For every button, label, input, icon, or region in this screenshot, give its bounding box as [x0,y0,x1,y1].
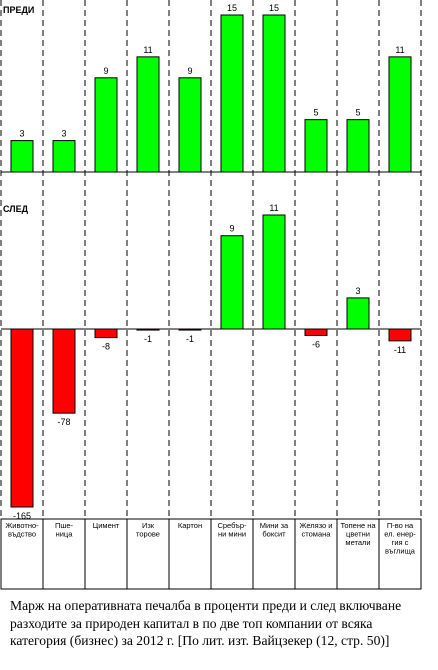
category-label: Животно-въдство [5,521,39,539]
chart-bars: 3 -165 3 -78 9 -8 11 -1 9 -1 15 9 15 11 5 -6 5 3 11 -11 [10,3,412,521]
data-label-after: -78 [57,417,70,427]
bar-after [52,328,76,414]
bar-before [52,140,76,173]
bar-after [136,328,160,331]
data-label-before: 3 [61,129,66,139]
bar-before [136,56,160,173]
data-label-before: 5 [313,108,318,118]
category-label: Сребър-ни мини [217,521,247,539]
bar-before [10,140,34,173]
data-label-before: 15 [227,3,237,13]
category-label: Цимент [93,521,120,530]
data-label-before: 9 [187,66,192,76]
section-label-after: СЛЕД [3,204,29,214]
data-label-after: -165 [13,511,31,521]
bar-after [262,214,286,330]
data-label-before: 11 [395,45,404,55]
bar-after [304,328,328,336]
category-label: Желязо и стомана [300,521,333,539]
margin-chart: ПРЕДИ СЛЕД 3-1653-789-811-19-115915115-6… [0,0,422,590]
bar-before [94,77,118,173]
data-label-after: -8 [102,342,110,352]
data-label-after: -1 [144,334,152,344]
bar-after [220,235,244,330]
category-label: Пше-ница [55,521,74,539]
bar-before [220,14,244,173]
bar-before [262,14,286,173]
category-label: П-во на ел. енер-гия с въглища [384,521,416,556]
data-label-after: 3 [355,286,360,296]
bar-after [10,328,34,508]
figure-caption: Марж на оперативната печалба в проценти … [10,598,402,648]
category-label: Картон [178,521,202,530]
data-label-after: -1 [186,334,194,344]
category-label: Мини за боксит [260,521,289,539]
data-label-before: 15 [269,3,279,13]
data-label-before: 3 [19,129,24,139]
category-labels: Животно-въдство Пше-ница Цимент Изк торове Ка… [5,521,416,556]
data-label-after: 11 [269,203,278,213]
bar-before [388,56,412,173]
bar-after [388,328,412,342]
bar-before [304,119,328,173]
data-label-before: 11 [143,45,152,55]
category-label: Изк торове [136,521,160,539]
section-label-before: ПРЕДИ [3,5,34,15]
bar-before [346,119,370,173]
data-label-after: -6 [312,339,320,349]
bar-after [94,328,118,339]
data-label-before: 9 [103,66,108,76]
category-label: Топене на цветни метали [340,521,376,547]
data-label-after: 9 [229,224,234,234]
bar-before [178,77,202,173]
bar-after [178,328,202,331]
data-label-after: -11 [394,345,406,355]
data-label-before: 5 [355,108,360,118]
bar-after [346,297,370,330]
